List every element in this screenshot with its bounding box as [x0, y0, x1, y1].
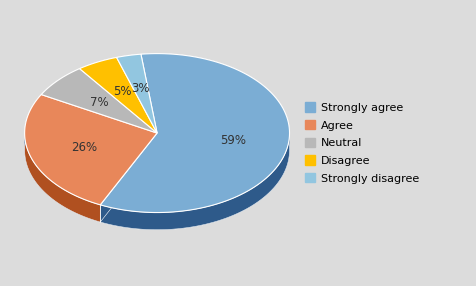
Text: 59%: 59% [220, 134, 246, 147]
Text: 7%: 7% [90, 96, 109, 109]
Text: 26%: 26% [71, 141, 97, 154]
Polygon shape [79, 57, 117, 86]
Legend: Strongly agree, Agree, Neutral, Disagree, Strongly disagree: Strongly agree, Agree, Neutral, Disagree… [306, 102, 419, 184]
Polygon shape [25, 133, 289, 230]
Polygon shape [25, 95, 100, 222]
Polygon shape [25, 95, 157, 205]
Polygon shape [100, 53, 289, 230]
Polygon shape [117, 54, 157, 133]
Polygon shape [41, 69, 79, 112]
Polygon shape [79, 57, 157, 133]
Text: 3%: 3% [131, 82, 150, 95]
Polygon shape [117, 54, 141, 75]
Polygon shape [100, 53, 289, 212]
Polygon shape [41, 69, 157, 133]
Text: 5%: 5% [113, 86, 132, 98]
